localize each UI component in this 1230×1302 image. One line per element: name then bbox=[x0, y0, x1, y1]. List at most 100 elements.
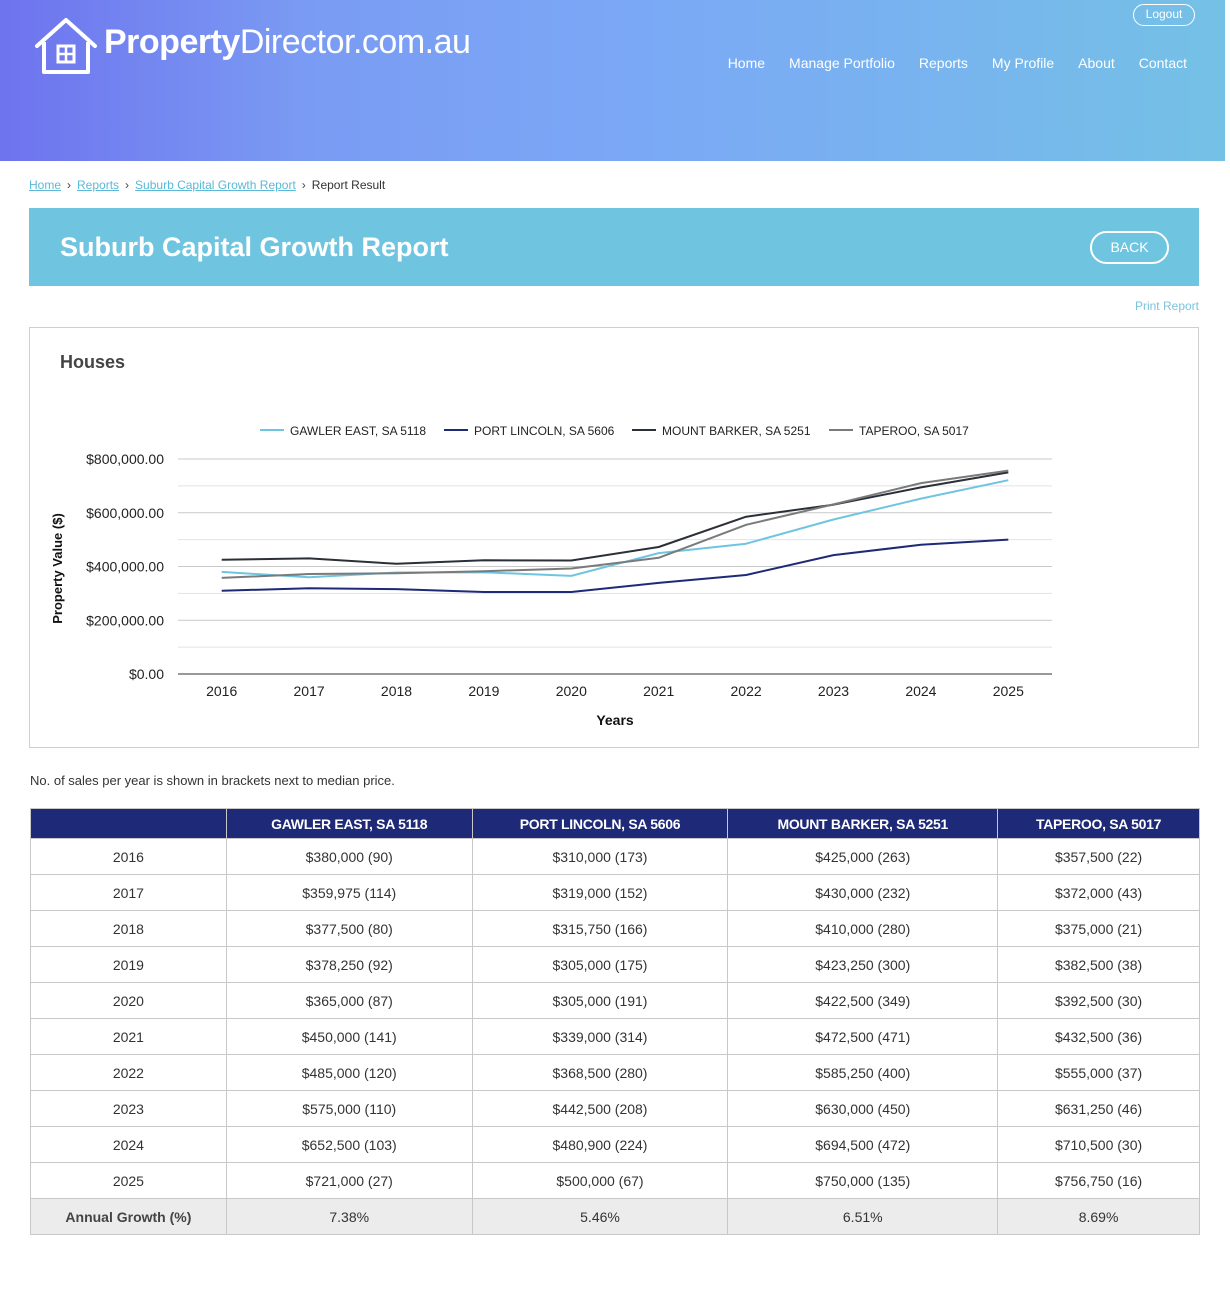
table-cell: $710,500 (30) bbox=[997, 1126, 1200, 1163]
table-cell: $432,500 (36) bbox=[997, 1018, 1200, 1055]
table-cell: $365,000 (87) bbox=[225, 982, 473, 1019]
site-header: PropertyDirector.com.au Logout Home Mana… bbox=[0, 0, 1225, 161]
series-line bbox=[221, 538, 1009, 593]
median-price-table: GAWLER EAST, SA 5118 PORT LINCOLN, SA 56… bbox=[30, 808, 1200, 1235]
table-cell: $555,000 (37) bbox=[997, 1054, 1200, 1091]
table-cell: $382,500 (38) bbox=[997, 946, 1200, 983]
y-axis-label: Property Value ($) bbox=[50, 513, 65, 624]
x-tick-label: 2018 bbox=[381, 683, 412, 699]
table-cell: $430,000 (232) bbox=[727, 874, 999, 911]
table-cell: $359,975 (114) bbox=[225, 874, 473, 911]
x-tick-label: 2016 bbox=[206, 683, 237, 699]
house-logo-icon bbox=[35, 18, 97, 74]
table-cell: $315,750 (166) bbox=[471, 910, 729, 947]
table-cell: $423,250 (300) bbox=[727, 946, 999, 983]
table-cell: $450,000 (141) bbox=[225, 1018, 473, 1055]
table-cell: $750,000 (135) bbox=[727, 1162, 999, 1199]
table-cell: $422,500 (349) bbox=[727, 982, 999, 1019]
site-logo[interactable]: PropertyDirector.com.au bbox=[34, 16, 471, 76]
nav-my-profile[interactable]: My Profile bbox=[991, 55, 1055, 71]
nav-about[interactable]: About bbox=[1078, 55, 1115, 71]
line-chart: $0.00 $200,000.00 $400,000.00 $600,000.00 $8… bbox=[50, 424, 1052, 728]
table-cell: 2019 bbox=[30, 946, 227, 983]
page-title-bar: Suburb Capital Growth Report BACK bbox=[29, 208, 1199, 286]
table-row: 2021 $450,000 (141) $339,000 (314) $472,500… bbox=[30, 1018, 1200, 1055]
table-cell: $319,000 (152) bbox=[471, 874, 729, 911]
legend-label: PORT LINCOLN, SA 5606 bbox=[474, 424, 615, 438]
x-tick-label: 2019 bbox=[468, 683, 499, 699]
nav-reports[interactable]: Reports bbox=[918, 55, 968, 71]
table-cell: $721,000 (27) bbox=[225, 1162, 473, 1199]
x-tick-label: 2024 bbox=[905, 683, 936, 699]
breadcrumb-current: Report Result bbox=[311, 178, 386, 192]
table-cell: $472,500 (471) bbox=[727, 1018, 999, 1055]
table-cell: $630,000 (450) bbox=[727, 1090, 999, 1127]
table-cell: $357,500 (22) bbox=[997, 838, 1200, 875]
table-cell: 6.51% bbox=[727, 1198, 999, 1235]
table-header-row: GAWLER EAST, SA 5118 PORT LINCOLN, SA 56… bbox=[30, 808, 1200, 839]
table-cell: $480,900 (224) bbox=[471, 1126, 729, 1163]
nav-home[interactable]: Home bbox=[727, 55, 766, 71]
table-cell: $372,000 (43) bbox=[997, 874, 1200, 911]
table-cell: 7.38% bbox=[225, 1198, 473, 1235]
table-cell: 2017 bbox=[30, 874, 227, 911]
y-tick-label: $400,000.00 bbox=[86, 559, 164, 575]
table-row: 2024 $652,500 (103) $480,900 (224) $694,500… bbox=[30, 1126, 1200, 1163]
table-cell: $310,000 (173) bbox=[471, 838, 729, 875]
table-header-year bbox=[30, 808, 227, 839]
annual-growth-row: Annual Growth (%) 7.38% 5.46% 6.51% 8.69% bbox=[30, 1198, 1200, 1235]
table-cell: $575,000 (110) bbox=[225, 1090, 473, 1127]
site-logo-text: PropertyDirector.com.au bbox=[104, 23, 471, 61]
x-tick-label: 2022 bbox=[731, 683, 762, 699]
table-cell: $410,000 (280) bbox=[727, 910, 999, 947]
x-tick-label: 2021 bbox=[643, 683, 674, 699]
print-report-link[interactable]: Print Report bbox=[1134, 299, 1199, 313]
x-axis-label: Years bbox=[596, 712, 634, 728]
table-header-gawler-east: GAWLER EAST, SA 5118 bbox=[225, 808, 473, 839]
table-cell: 2020 bbox=[30, 982, 227, 1019]
logout-button[interactable]: Logout bbox=[1133, 4, 1195, 26]
sales-note: No. of sales per year is shown in bracke… bbox=[30, 773, 395, 788]
table-cell: $756,750 (16) bbox=[997, 1162, 1200, 1199]
table-cell: $485,000 (120) bbox=[225, 1054, 473, 1091]
nav-manage-portfolio[interactable]: Manage Portfolio bbox=[789, 55, 895, 71]
table-cell: 2024 bbox=[30, 1126, 227, 1163]
page-title: Suburb Capital Growth Report bbox=[60, 232, 449, 262]
table-cell: $305,000 (175) bbox=[471, 946, 729, 983]
table-row: 2016 $380,000 (90) $310,000 (173) $425,000 … bbox=[30, 838, 1200, 875]
table-row: 2017 $359,975 (114) $319,000 (152) $430,000… bbox=[30, 874, 1200, 911]
table-cell: $425,000 (263) bbox=[727, 838, 999, 875]
table-cell: 5.46% bbox=[471, 1198, 729, 1235]
table-cell: 2023 bbox=[30, 1090, 227, 1127]
table-row: 2025 $721,000 (27) $500,000 (67) $750,000 (… bbox=[30, 1162, 1200, 1199]
table-cell: 2016 bbox=[30, 838, 227, 875]
table-cell: $631,250 (46) bbox=[997, 1090, 1200, 1127]
breadcrumb-home[interactable]: Home bbox=[29, 178, 62, 192]
y-tick-label: $800,000.00 bbox=[86, 451, 164, 467]
table-cell: $392,500 (30) bbox=[997, 982, 1200, 1019]
legend-label: MOUNT BARKER, SA 5251 bbox=[662, 424, 811, 438]
table-header-mount-barker: MOUNT BARKER, SA 5251 bbox=[727, 808, 999, 839]
x-tick-label: 2023 bbox=[818, 683, 849, 699]
table-row: 2018 $377,500 (80) $315,750 (166) $410,000 … bbox=[30, 910, 1200, 947]
back-button[interactable]: BACK bbox=[1090, 231, 1169, 264]
table-cell: 2025 bbox=[30, 1162, 227, 1199]
table-cell: Annual Growth (%) bbox=[30, 1198, 227, 1235]
table-header-taperoo: TAPEROO, SA 5017 bbox=[997, 808, 1200, 839]
table-cell: $442,500 (208) bbox=[471, 1090, 729, 1127]
breadcrumb-reports[interactable]: Reports bbox=[77, 178, 120, 192]
table-cell: 2022 bbox=[30, 1054, 227, 1091]
table-cell: $339,000 (314) bbox=[471, 1018, 729, 1055]
table-header-port-lincoln: PORT LINCOLN, SA 5606 bbox=[471, 808, 729, 839]
series-line bbox=[221, 479, 1009, 579]
x-tick-label: 2025 bbox=[993, 683, 1024, 699]
table-row: 2022 $485,000 (120) $368,500 (280) $585,250… bbox=[30, 1054, 1200, 1091]
main-nav: Home Manage Portfolio Reports My Profile… bbox=[704, 55, 1187, 71]
breadcrumb-report[interactable]: Suburb Capital Growth Report bbox=[135, 178, 296, 192]
table-cell: $652,500 (103) bbox=[225, 1126, 473, 1163]
x-tick-label: 2017 bbox=[294, 683, 325, 699]
table-row: 2020 $365,000 (87) $305,000 (191) $422,500 … bbox=[30, 982, 1200, 1019]
nav-contact[interactable]: Contact bbox=[1138, 55, 1187, 71]
chevron-right-icon: › bbox=[67, 178, 72, 192]
table-cell: 2018 bbox=[30, 910, 227, 947]
